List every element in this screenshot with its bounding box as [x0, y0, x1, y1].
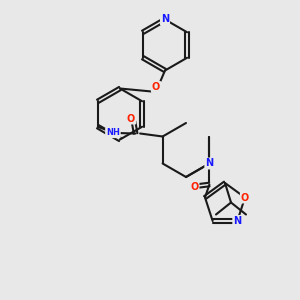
- Text: N: N: [161, 14, 169, 25]
- Text: NH: NH: [106, 128, 120, 137]
- Text: O: O: [190, 182, 199, 193]
- Text: O: O: [152, 82, 160, 92]
- Text: N: N: [205, 158, 213, 169]
- Text: O: O: [127, 113, 135, 124]
- Text: O: O: [241, 193, 249, 202]
- Text: N: N: [233, 216, 242, 226]
